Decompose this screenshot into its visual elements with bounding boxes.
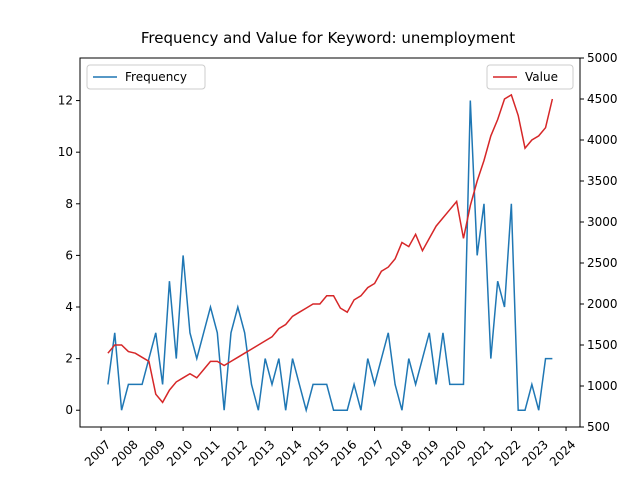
x-tick-label: 2020 <box>437 437 468 468</box>
plot-frame <box>79 57 581 428</box>
x-tick-label: 2010 <box>164 437 195 468</box>
x-tick-label: 2013 <box>246 437 277 468</box>
y-tick-label: 0 <box>65 403 73 417</box>
legend-box <box>486 64 574 90</box>
y2-tick-label: 500 <box>587 420 610 434</box>
x-tick-label: 2009 <box>137 437 168 468</box>
y-tick-label: 8 <box>65 197 73 211</box>
y-tick-label: 6 <box>65 248 73 262</box>
legend-label: Value <box>525 70 558 84</box>
y2-tick-label: 1000 <box>587 379 618 393</box>
x-tick-label: 2022 <box>492 437 523 468</box>
x-tick-label: 2021 <box>465 437 496 468</box>
y-tick-label: 12 <box>58 94 73 108</box>
y-tick-label: 10 <box>58 145 73 159</box>
y-tick-label: 4 <box>65 300 73 314</box>
y2-tick-label: 5000 <box>587 51 618 65</box>
x-tick-label: 2014 <box>273 437 304 468</box>
y2-tick-label: 3500 <box>587 174 618 188</box>
x-tick-label: 2018 <box>383 437 414 468</box>
x-tick-label: 2008 <box>109 437 140 468</box>
y2-tick-label: 3000 <box>587 215 618 229</box>
y2-tick-label: 2000 <box>587 297 618 311</box>
data-line <box>107 93 554 404</box>
x-tick-label: 2023 <box>520 437 551 468</box>
x-tick-label: 2019 <box>410 437 441 468</box>
x-tick-label: 2012 <box>219 437 250 468</box>
y2-tick-label: 2500 <box>587 256 618 270</box>
x-tick-label: 2015 <box>301 437 332 468</box>
y-tick-label: 2 <box>65 352 73 366</box>
x-tick-label: 2024 <box>547 437 578 468</box>
y2-tick-label: 1500 <box>587 338 618 352</box>
chart-title: Frequency and Value for Keyword: unemplo… <box>141 29 515 47</box>
x-tick-label: 2011 <box>191 437 222 468</box>
y2-tick-label: 4500 <box>587 92 618 106</box>
legend-box <box>86 64 206 90</box>
data-line <box>107 100 553 414</box>
y2-tick-label: 4000 <box>587 133 618 147</box>
x-tick-label: 2016 <box>328 437 359 468</box>
x-tick-label: 2007 <box>82 437 113 468</box>
x-tick-label: 2017 <box>355 437 386 468</box>
legend-label: Frequency <box>125 70 187 84</box>
